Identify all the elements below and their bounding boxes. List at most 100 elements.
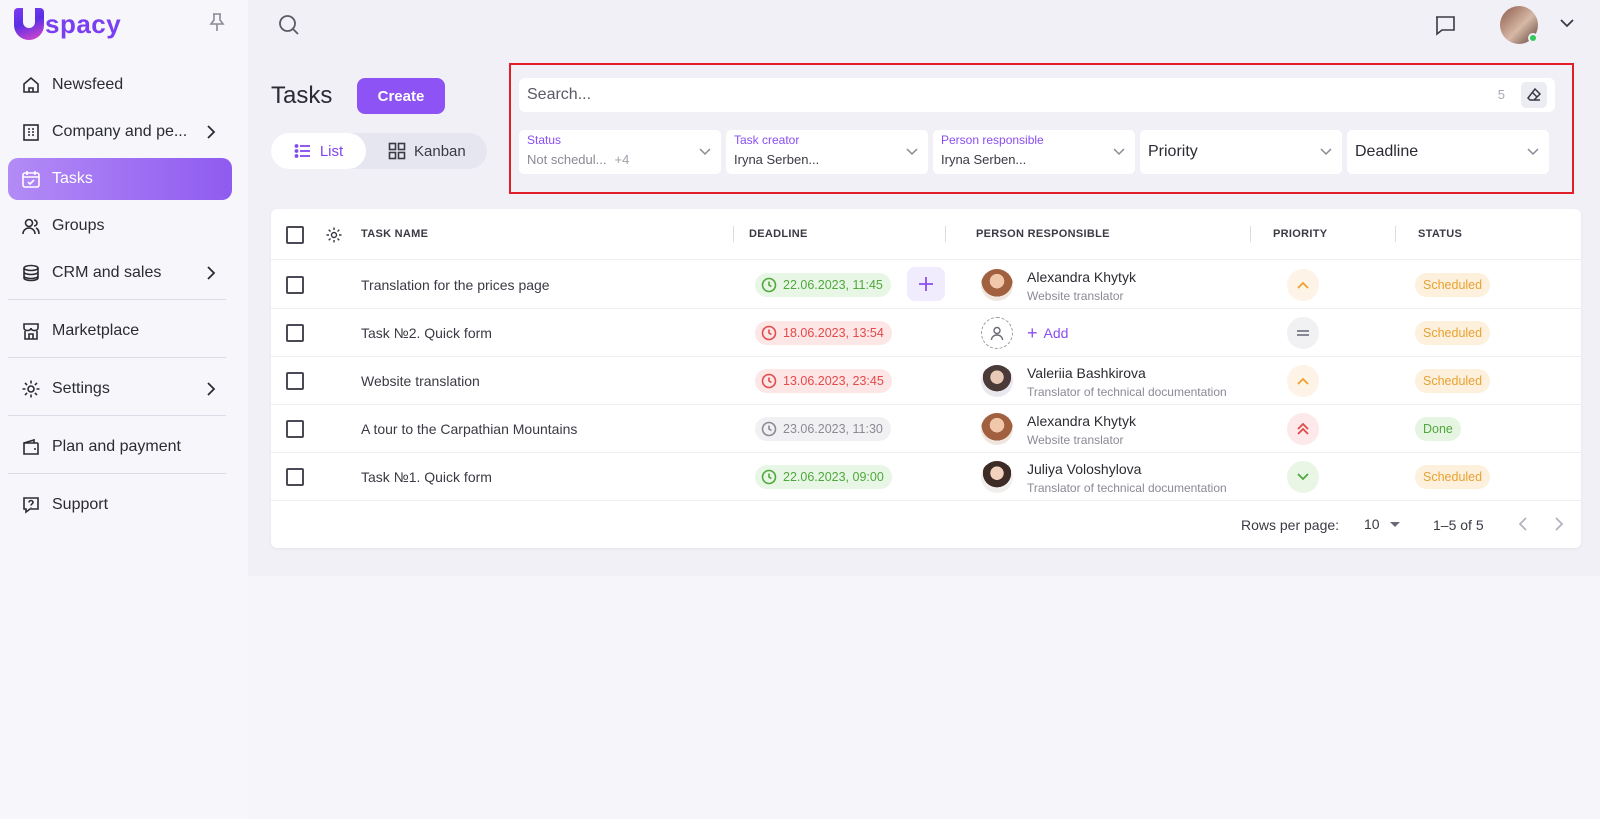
chat-icon[interactable] [1434,14,1456,36]
sidebar-nav: Newsfeed Company and pe... Tasks Groups [8,64,232,531]
deadline-filter[interactable]: Deadline [1347,130,1549,174]
rows-per-page-value: 10 [1364,516,1380,532]
sidebar-item-plan[interactable]: Plan and payment [8,426,232,468]
priority-medium-icon[interactable] [1287,269,1319,301]
gear-icon [20,378,42,400]
top-bar [248,0,1600,54]
filter-value: Not schedul... +4 [527,152,629,167]
logo-mark-icon [14,8,44,40]
task-name[interactable]: Task №1. Quick form [361,469,492,485]
empty-avatar[interactable] [981,317,1013,349]
view-list-button[interactable]: List [271,133,366,169]
row-checkbox[interactable] [286,372,304,390]
column-deadline[interactable]: DEADLINE [749,228,808,240]
select-all-checkbox[interactable] [286,226,304,244]
sidebar: spacy Newsfeed Company and pe... Tasks [0,0,248,819]
status-badge[interactable]: Scheduled [1415,369,1491,393]
person-responsible-filter[interactable]: Person responsible Iryna Serben... [933,130,1135,174]
divider [8,415,226,416]
priority-high-icon[interactable] [1287,413,1319,445]
row-checkbox[interactable] [286,276,304,294]
avatar[interactable] [981,365,1013,397]
priority-filter[interactable]: Priority [1140,130,1342,174]
pin-icon[interactable] [208,12,226,32]
clock-icon [761,277,777,293]
status-filter[interactable]: Status Not schedul... +4 [519,130,721,174]
deadline-text: 22.06.2023, 09:00 [783,470,884,484]
filter-label: Status [527,133,562,147]
status-badge[interactable]: Done [1415,417,1461,441]
sidebar-item-tasks[interactable]: Tasks [8,158,232,200]
sidebar-item-label: Groups [52,217,105,234]
chevron-down-icon [1320,148,1332,156]
priority-normal-icon[interactable] [1287,317,1319,349]
chevron-down-icon [1527,148,1539,156]
sidebar-item-label: Newsfeed [52,76,124,93]
task-name[interactable]: Task №2. Quick form [361,325,492,341]
task-name[interactable]: Website translation [361,373,480,389]
search-input[interactable] [527,78,1427,112]
table-row[interactable]: Translation for the prices page 22.06.20… [271,261,1581,309]
filters-row: Status Not schedul... +4 Task creator Iry… [519,130,1555,174]
pagination: Rows per page: 10 1–5 of 5 [271,500,1581,548]
person-name[interactable]: Valeriia Bashkirova [1027,365,1146,381]
row-checkbox[interactable] [286,324,304,342]
sidebar-item-groups[interactable]: Groups [8,205,232,247]
column-priority[interactable]: PRIORITY [1273,228,1328,240]
task-name[interactable]: Translation for the prices page [361,277,550,293]
column-settings-icon[interactable] [325,226,343,244]
table-row[interactable]: Website translation 13.06.2023, 23:45 Va… [271,357,1581,405]
table-row[interactable]: Task №2. Quick form 18.06.2023, 13:54 + … [271,309,1581,357]
filter-value: Iryna Serben... [941,152,1027,167]
sidebar-item-newsfeed[interactable]: Newsfeed [8,64,232,106]
table-row[interactable]: Task №1. Quick form 22.06.2023, 09:00 Ju… [271,453,1581,501]
status-badge[interactable]: Scheduled [1415,273,1491,297]
store-icon [20,320,42,342]
person-name[interactable]: Alexandra Khytyk [1027,413,1136,429]
deadline-badge[interactable]: 22.06.2023, 11:45 [755,273,891,297]
deadline-badge[interactable]: 22.06.2023, 09:00 [755,465,892,489]
column-status[interactable]: STATUS [1418,228,1463,240]
chevron-right-icon[interactable] [1553,516,1565,532]
filter-label: Task creator [734,133,800,147]
avatar[interactable] [981,269,1013,301]
view-kanban-button[interactable]: Kanban [366,133,466,169]
task-name[interactable]: A tour to the Carpathian Mountains [361,421,578,437]
chevron-left-icon[interactable] [1517,516,1529,532]
person-role: Website translator [1027,289,1124,303]
avatar[interactable] [981,461,1013,493]
column-task-name[interactable]: TASK NAME [361,228,429,240]
priority-low-icon[interactable] [1287,461,1319,493]
chevron-down-icon[interactable] [1560,18,1574,28]
sidebar-item-settings[interactable]: Settings [8,368,232,410]
column-person-responsible[interactable]: PERSON RESPONSIBLE [976,228,1110,240]
online-status-indicator [1528,33,1538,43]
clock-icon [761,325,777,341]
deadline-badge[interactable]: 23.06.2023, 11:30 [755,417,891,441]
row-checkbox[interactable] [286,420,304,438]
person-name[interactable]: Alexandra Khytyk [1027,269,1136,285]
add-deadline-button[interactable] [907,267,945,301]
avatar[interactable] [981,413,1013,445]
create-button[interactable]: Create [357,78,445,114]
table-row[interactable]: A tour to the Carpathian Mountains 23.06… [271,405,1581,453]
deadline-badge[interactable]: 18.06.2023, 13:54 [755,321,892,345]
sidebar-item-support[interactable]: Support [8,484,232,526]
sidebar-item-crm[interactable]: CRM and sales [8,252,232,294]
caret-down-icon [1389,521,1400,527]
task-creator-filter[interactable]: Task creator Iryna Serben... [726,130,928,174]
clear-filters-button[interactable] [1521,82,1547,108]
add-person-button[interactable]: + Add [1027,324,1068,342]
deadline-badge[interactable]: 13.06.2023, 23:45 [755,369,892,393]
status-badge[interactable]: Scheduled [1415,465,1491,489]
deadline-text: 22.06.2023, 11:45 [783,278,883,292]
rows-per-page-select[interactable]: 10 [1364,516,1400,532]
logo[interactable]: spacy [14,6,121,42]
sidebar-item-company[interactable]: Company and pe... [8,111,232,153]
person-name[interactable]: Juliya Voloshylova [1027,461,1142,477]
priority-medium-icon[interactable] [1287,365,1319,397]
status-badge[interactable]: Scheduled [1415,321,1491,345]
sidebar-item-marketplace[interactable]: Marketplace [8,310,232,352]
search-icon[interactable] [278,14,300,36]
row-checkbox[interactable] [286,468,304,486]
